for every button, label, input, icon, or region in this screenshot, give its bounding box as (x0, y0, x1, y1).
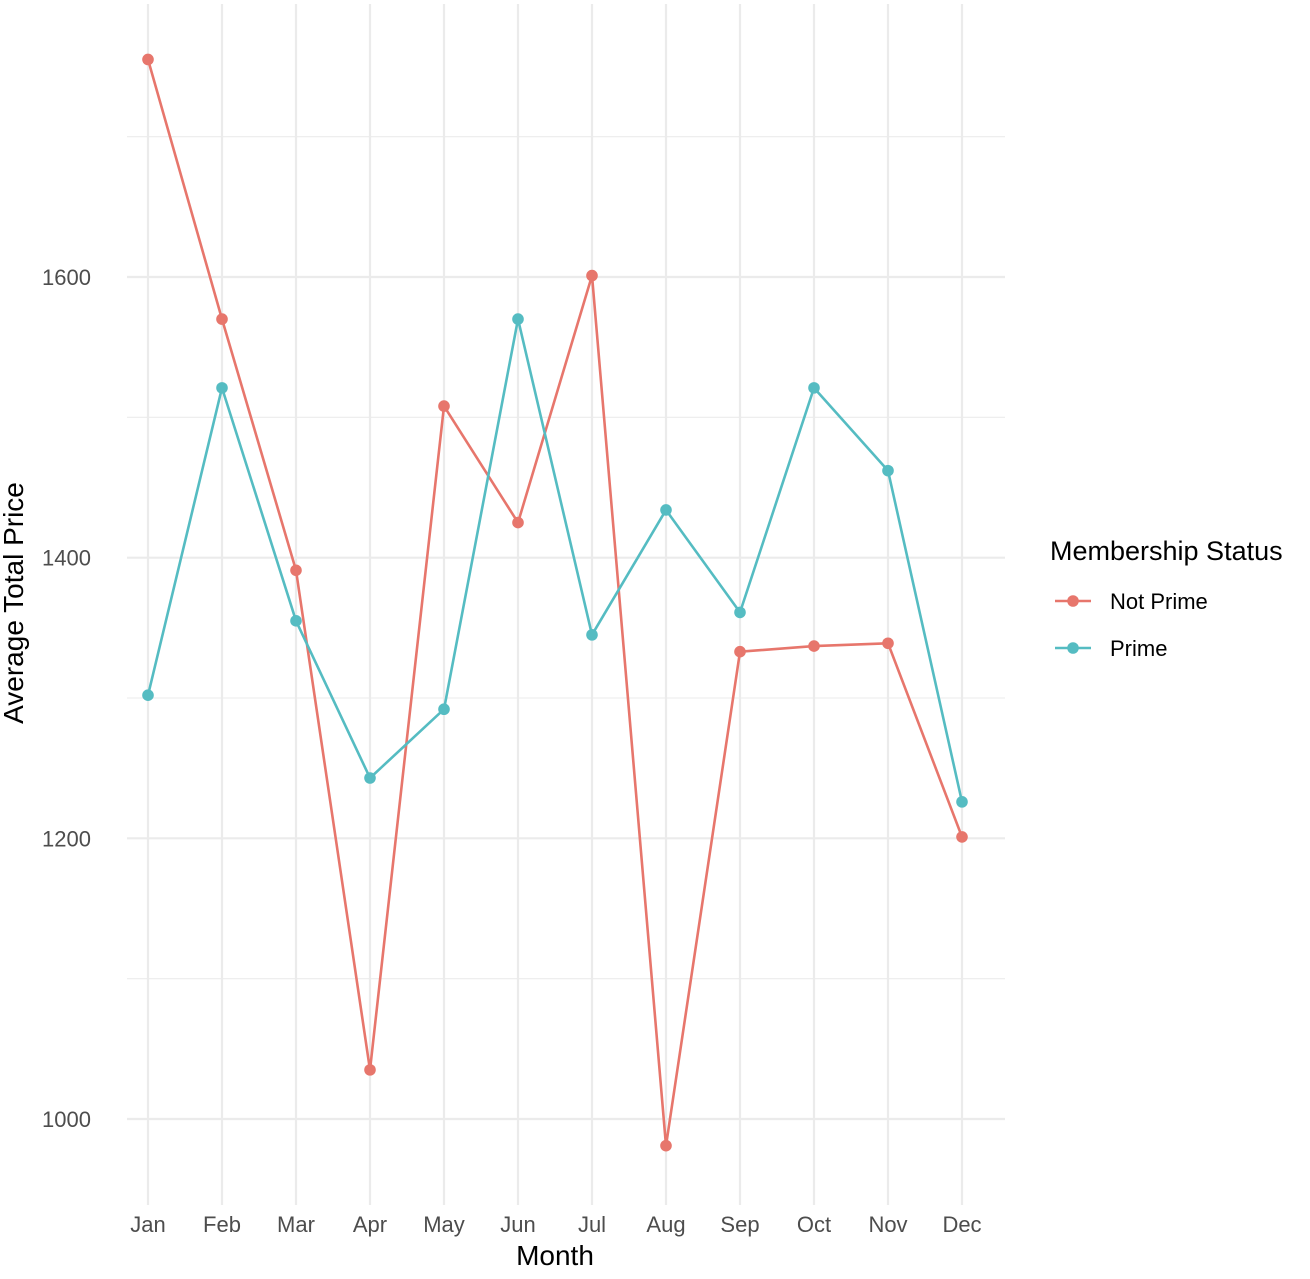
x-tick-label: Oct (797, 1212, 831, 1237)
y-tick-label: 1600 (42, 265, 91, 290)
grid (127, 4, 1005, 1205)
y-tick-label: 1000 (42, 1107, 91, 1132)
series-points (142, 53, 968, 1152)
data-point (512, 313, 524, 325)
x-tick-label: Jun (500, 1212, 535, 1237)
legend-title: Membership Status (1050, 536, 1283, 566)
x-tick-label: Feb (203, 1212, 241, 1237)
x-tick-label: May (423, 1212, 465, 1237)
data-point (586, 269, 598, 282)
x-tick-label: Aug (646, 1212, 685, 1237)
series-line (146, 317, 964, 803)
data-point (956, 796, 968, 808)
x-tick-label: Apr (353, 1212, 387, 1237)
x-tick-label: Sep (720, 1212, 759, 1237)
data-point (882, 637, 894, 650)
data-point (216, 313, 228, 325)
data-point (808, 382, 820, 394)
data-point (290, 615, 302, 627)
legend-label: Prime (1110, 636, 1167, 661)
data-point (216, 382, 228, 394)
y-axis-title: Average Total Price (0, 482, 29, 724)
data-point (882, 464, 894, 477)
data-point (808, 640, 820, 652)
data-point (660, 1139, 672, 1152)
x-tick-label: Dec (942, 1212, 981, 1237)
data-point (512, 516, 524, 529)
data-point (142, 689, 154, 701)
data-point (364, 772, 376, 784)
data-point (586, 629, 598, 641)
x-tick-label: Mar (277, 1212, 315, 1237)
data-point (142, 53, 154, 66)
x-tick-label: Jan (130, 1212, 165, 1237)
legend-key-point (1067, 595, 1079, 607)
series-line (146, 59, 964, 1147)
y-tick-label: 1200 (42, 826, 91, 851)
data-point (290, 564, 302, 577)
data-point (734, 645, 746, 658)
legend-label: Not Prime (1110, 589, 1208, 614)
data-point (438, 703, 450, 716)
x-axis-ticks: Jan Feb Mar Apr May Jun Jul Aug Sep Oct Nov Dec (130, 1212, 981, 1237)
legend: Membership Status Not Prime Prime (1050, 536, 1283, 661)
x-tick-label: Nov (868, 1212, 907, 1237)
series-lines (146, 59, 964, 1147)
data-point (660, 504, 672, 516)
y-tick-label: 1400 (42, 546, 91, 571)
legend-key-point (1067, 642, 1079, 654)
data-point (438, 400, 450, 412)
y-axis-ticks: 1000 1200 1400 1600 (42, 265, 91, 1132)
x-axis-title: Month (516, 1240, 594, 1271)
x-tick-label: Jul (578, 1212, 606, 1237)
data-point (956, 831, 968, 843)
data-point (364, 1064, 376, 1076)
data-point (734, 606, 746, 619)
